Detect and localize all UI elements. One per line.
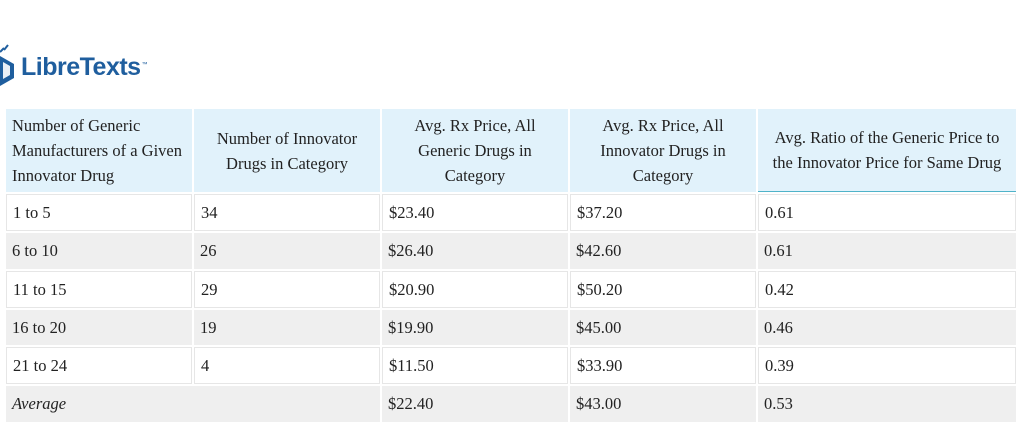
cell-ratio: 0.42 bbox=[758, 270, 1016, 308]
logo-text: LibreTexts bbox=[21, 53, 141, 81]
cell-manufacturers: 21 to 24 bbox=[6, 347, 192, 384]
cell-innovator-price: $50.20 bbox=[570, 270, 756, 308]
cell-innovator-count: 4 bbox=[194, 347, 380, 384]
header-innovator-drugs: Number of Innovator Drugs in Category bbox=[194, 109, 380, 192]
cell-innovator-price: $45.00 bbox=[570, 309, 756, 345]
cell-innovator-price: $42.60 bbox=[570, 233, 756, 269]
libretexts-logo[interactable]: LibreTexts ™ bbox=[0, 44, 148, 90]
cell-generic-price: $19.90 bbox=[382, 309, 568, 345]
cell-average-label: Average bbox=[6, 386, 380, 422]
libretexts-logo-icon bbox=[0, 44, 20, 90]
cell-ratio: 0.39 bbox=[758, 347, 1016, 384]
cell-ratio: 0.46 bbox=[758, 309, 1016, 345]
cell-manufacturers: 16 to 20 bbox=[6, 309, 192, 345]
cell-manufacturers: 11 to 15 bbox=[6, 270, 192, 308]
cell-generic-price: $20.90 bbox=[382, 270, 568, 308]
cell-average-generic-price: $22.40 bbox=[382, 386, 568, 422]
header-generic-manufacturers: Number of Generic Manufacturers of a Giv… bbox=[6, 109, 192, 192]
table-row: 6 to 10 26 $26.40 $42.60 0.61 bbox=[6, 233, 1016, 269]
table-row: 11 to 15 29 $20.90 $50.20 0.42 bbox=[6, 270, 1016, 308]
cell-innovator-count: 26 bbox=[194, 233, 380, 269]
header-avg-innovator-price: Avg. Rx Price, All Innovator Drugs in Ca… bbox=[570, 109, 756, 192]
cell-manufacturers: 1 to 5 bbox=[6, 194, 192, 231]
table-row-average: Average $22.40 $43.00 0.53 bbox=[6, 386, 1016, 422]
cell-innovator-count: 19 bbox=[194, 309, 380, 345]
cell-innovator-count: 34 bbox=[194, 194, 380, 231]
cell-generic-price: $11.50 bbox=[382, 347, 568, 384]
cell-average-innovator-price: $43.00 bbox=[570, 386, 756, 422]
cell-generic-price: $23.40 bbox=[382, 194, 568, 231]
cell-average-ratio: 0.53 bbox=[758, 386, 1016, 422]
table-row: 16 to 20 19 $19.90 $45.00 0.46 bbox=[6, 309, 1016, 345]
cell-ratio: 0.61 bbox=[758, 233, 1016, 269]
cell-generic-price: $26.40 bbox=[382, 233, 568, 269]
cell-innovator-count: 29 bbox=[194, 270, 380, 308]
table-row: 1 to 5 34 $23.40 $37.20 0.61 bbox=[6, 194, 1016, 231]
cell-manufacturers: 6 to 10 bbox=[6, 233, 192, 269]
drug-price-table: Number of Generic Manufacturers of a Giv… bbox=[4, 107, 1018, 424]
header-avg-price-ratio: Avg. Ratio of the Generic Price to the I… bbox=[758, 109, 1016, 192]
logo-trademark: ™ bbox=[141, 62, 148, 68]
cell-innovator-price: $33.90 bbox=[570, 347, 756, 384]
header-avg-generic-price: Avg. Rx Price, All Generic Drugs in Cate… bbox=[382, 109, 568, 192]
table-row: 21 to 24 4 $11.50 $33.90 0.39 bbox=[6, 347, 1016, 384]
table-header-row: Number of Generic Manufacturers of a Giv… bbox=[6, 109, 1016, 192]
cell-ratio: 0.61 bbox=[758, 194, 1016, 231]
cell-innovator-price: $37.20 bbox=[570, 194, 756, 231]
